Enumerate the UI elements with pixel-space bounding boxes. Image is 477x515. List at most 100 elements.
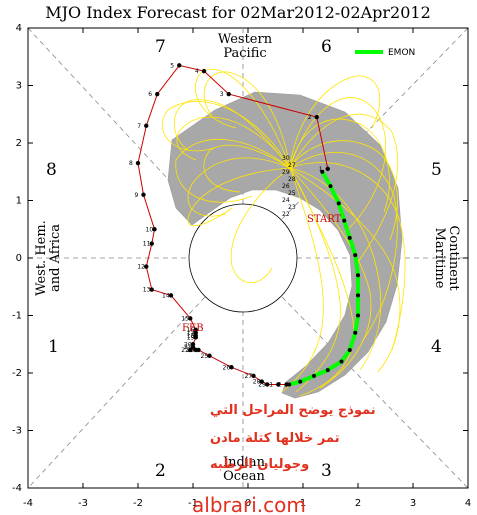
y-tick-label: -2: [12, 368, 22, 379]
observed-day-label: 3: [220, 91, 224, 98]
x-tick-label: -2: [133, 498, 143, 509]
forecast-start-label: 27: [288, 162, 296, 169]
emon-point: [353, 253, 358, 258]
y-tick-label: 3: [16, 81, 22, 92]
observed-point: [155, 91, 160, 97]
phase-number-2: 2: [155, 461, 166, 481]
region-label-top-line2: Pacific: [223, 46, 266, 61]
x-tick-label: 4: [465, 498, 471, 509]
observed-point: [276, 382, 281, 387]
emon-point: [347, 348, 352, 352]
emon-series-line: [288, 170, 360, 387]
region-label-left-line1: West. Hem.: [34, 220, 49, 296]
start-label: START: [307, 214, 342, 225]
observed-day-label: 2: [308, 114, 312, 121]
observed-point: [196, 347, 201, 353]
observed-day-label: 5: [170, 62, 174, 69]
arabic-note-line3: وجوليان الرطبه: [210, 457, 309, 472]
emon-point: [336, 201, 341, 206]
phase-number-1: 1: [48, 337, 59, 357]
ensemble-spread: [167, 91, 403, 399]
month-label-feb: FEB: [182, 323, 204, 334]
emon-point: [347, 235, 352, 240]
forecast-start-label: 22: [282, 211, 290, 218]
emon-point: [356, 293, 360, 298]
emon-point: [298, 379, 303, 384]
forecast-start-label: 23: [288, 204, 296, 211]
observed-point: [188, 347, 193, 353]
observed-day-label: 1: [319, 166, 323, 173]
forecast-start-label: 29: [282, 169, 290, 176]
forecast-start-label: 26: [282, 183, 290, 190]
emon-points: [287, 169, 360, 387]
observed-point: [265, 382, 270, 387]
observed-point: [190, 344, 196, 350]
y-tick-label: -1: [12, 311, 22, 322]
observed-day-label: 24: [190, 347, 198, 354]
forecast-start-label: 24: [282, 197, 290, 204]
observed-day-label: 19: [187, 334, 195, 341]
observed-point: [259, 379, 264, 384]
region-label-bottom-line1: Indian: [223, 455, 266, 470]
unit-circle: [188, 203, 298, 313]
phase-number-6: 6: [321, 37, 332, 57]
observed-point: [141, 192, 146, 197]
y-tick-label: 1: [16, 196, 22, 207]
observed-day-label: 9: [135, 192, 139, 199]
region-label-top-line1: Western: [218, 32, 273, 47]
x-tick-label: -1: [188, 498, 198, 509]
y-tick-label: 2: [16, 138, 22, 149]
observed-day-label: 8: [129, 160, 133, 167]
phase-number-3: 3: [321, 461, 332, 481]
observed-day-label: 16: [187, 327, 195, 334]
observed-day-label: 15: [181, 315, 189, 322]
emon-point: [342, 218, 347, 223]
observed-point: [314, 114, 319, 120]
observed-point: [149, 241, 154, 246]
forecast-start-label: 28: [288, 176, 296, 183]
observed-day-label: 29: [258, 382, 266, 389]
x-tick-label: 0: [245, 498, 251, 509]
observed-day-label: 7: [137, 123, 141, 130]
observed-day-label: 25: [201, 353, 209, 360]
x-tick-label: -4: [23, 498, 33, 509]
phase-number-5: 5: [431, 160, 442, 180]
arabic-note-line1: نموذج يوضح المراحل التي: [210, 403, 376, 418]
observed-day-label: 1: [269, 382, 273, 389]
observed-point: [251, 373, 256, 379]
arabic-note-line2: تمر خلالها كتلة مادن: [210, 431, 340, 446]
y-tick-label: -4: [12, 483, 22, 494]
emon-point: [339, 359, 344, 364]
observed-point: [177, 63, 182, 68]
observed-point: [152, 227, 157, 232]
observed-day-label: 11: [143, 241, 151, 248]
observed-day-label: 23: [187, 347, 195, 354]
region-label-right-line2: Continent: [446, 225, 461, 291]
observed-day-label: 28: [253, 379, 261, 386]
observed-day-label: 10: [146, 226, 154, 233]
observed-day-label: 6: [148, 91, 152, 98]
observed-point: [325, 166, 330, 172]
region-label-left-line2: and Africa: [48, 224, 63, 292]
region-label-right-line1: Maritime: [432, 228, 447, 289]
observed-day-label: 12: [137, 264, 145, 271]
observed-point: [226, 91, 231, 97]
observed-day-label: 13: [143, 287, 151, 294]
observed-day-label: 20: [184, 341, 192, 348]
y-tick-label: 4: [16, 23, 22, 34]
observed-day-label: 2: [278, 382, 282, 389]
x-tick-label: 3: [410, 498, 416, 509]
region-label-bottom-line2: Ocean: [223, 469, 265, 484]
observed-point: [144, 264, 149, 269]
observed-day-label: 14: [162, 292, 170, 299]
observed-point: [207, 353, 212, 358]
emon-point: [325, 368, 330, 373]
observed-point: [149, 287, 154, 292]
observed-day-label: 21: [184, 344, 192, 351]
observed-day-label: 22: [181, 347, 189, 354]
ensemble-members: [161, 68, 406, 397]
observed-point: [229, 365, 234, 370]
